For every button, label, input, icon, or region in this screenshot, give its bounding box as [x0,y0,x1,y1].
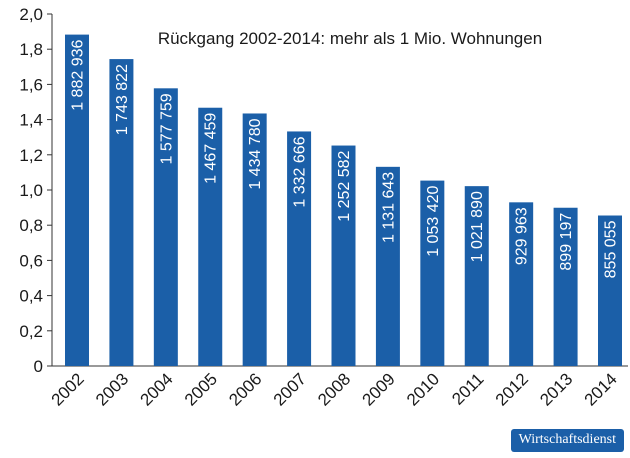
bar-value-label: 1 252 582 [336,150,353,221]
bar-2007 [287,131,312,366]
y-tick-label: 1,2 [19,146,43,165]
x-tick-label: 2012 [492,369,532,409]
brand-logo: Wirtschaftsdienst [510,429,624,452]
bar-2013 [553,207,578,366]
bar-value-label: 929 963 [514,207,531,265]
bar-value-label: 1 131 643 [380,172,397,243]
x-tick-label: 2008 [314,369,354,409]
bar-value-label: 1 743 822 [114,64,131,135]
bar-2012 [509,202,534,366]
x-tick-label: 2014 [581,369,621,409]
bar-2010 [420,180,445,366]
bar-2009 [375,166,400,366]
bar-value-label: 1 434 780 [247,118,264,189]
bar-2002 [65,34,89,366]
y-axis: 0 0,2 0,4 0,6 0,8 1,0 1,2 1,4 1,6 1,8 2,0 [19,5,628,376]
bar-2003 [109,59,134,366]
y-tick-label: 0 [34,357,43,376]
bars: 1 882 936 1 743 822 1 577 759 1 467 459 1 43… [65,34,622,366]
bar-value-label: 855 055 [603,220,620,278]
bar-value-label: 1 021 890 [469,191,486,262]
x-tick-label: 2009 [359,369,399,409]
y-tick-label: 1,8 [19,40,43,59]
y-tick-label: 0,4 [19,287,43,306]
bar-value-label: 899 197 [558,213,575,271]
y-tick-label: 1,6 [19,75,43,94]
x-axis-labels: 2002 2003 2004 2005 2006 2007 2008 2009 2010 2011… [48,369,621,409]
bar-value-label: 1 467 459 [203,113,220,184]
x-tick-label: 2003 [92,369,132,409]
bar-2011 [464,186,489,366]
bar-2004 [153,88,178,366]
x-tick-label: 2004 [136,369,176,409]
x-tick-label: 2010 [403,369,443,409]
chart-title: Rückgang 2002-2014: mehr als 1 Mio. Wohn… [158,29,542,48]
x-tick-label: 2005 [181,369,221,409]
bar-2014 [598,215,622,366]
bar-value-label: 1 882 936 [70,40,87,111]
x-tick-label: 2013 [536,369,576,409]
bar-value-label: 1 577 759 [158,93,175,164]
x-tick-label: 2002 [48,369,88,409]
bar-value-label: 1 053 420 [425,186,442,257]
x-tick-label: 2011 [448,369,487,408]
y-tick-label: 1,4 [19,111,43,130]
y-tick-label: 0,2 [19,322,43,341]
bar-value-label: 1 332 666 [292,136,309,207]
y-tick-label: 0,6 [19,251,43,270]
x-tick-label: 2006 [225,369,265,409]
bar-2005 [198,107,223,366]
y-tick-label: 1,0 [19,181,43,200]
y-tick-label: 2,0 [19,5,43,24]
bar-2006 [242,113,267,366]
bar-2008 [331,145,356,366]
x-tick-label: 2007 [270,369,310,409]
y-tick-label: 0,8 [19,216,43,235]
